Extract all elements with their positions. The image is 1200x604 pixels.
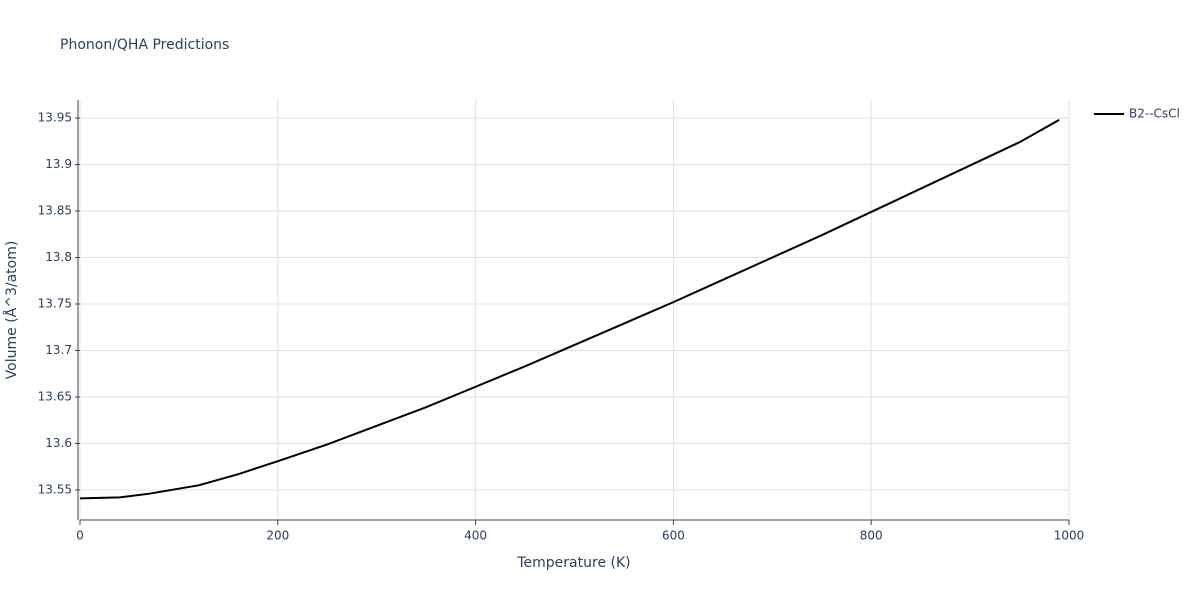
y-tick-label: 13.75 [38,297,72,311]
legend-label: B2--CsCl [1129,107,1180,121]
y-tick-label: 13.7 [45,343,72,357]
y-tick-label: 13.65 [38,389,72,403]
y-axis-title: Volume (Å^3/atom) [3,241,20,380]
y-tick-label: 13.55 [38,482,72,496]
y-tick-label: 13.95 [38,111,72,125]
x-tick-label: 400 [464,529,487,543]
chart-title: Phonon/QHA Predictions [60,37,229,53]
y-tick-label: 13.9 [45,157,72,171]
x-tick-label: 200 [266,529,289,543]
x-tick-label: 600 [662,529,685,543]
line [79,119,1060,500]
y-tick-label: 13.85 [38,204,72,218]
x-tick-label: 0 [76,529,84,543]
x-axis-title: Temperature (K) [516,555,630,571]
x-tick-label: 800 [860,529,883,543]
x-tick-label: 1000 [1054,529,1085,543]
y-tick-label: 13.8 [45,250,72,264]
y-tick-label: 13.6 [45,436,72,450]
